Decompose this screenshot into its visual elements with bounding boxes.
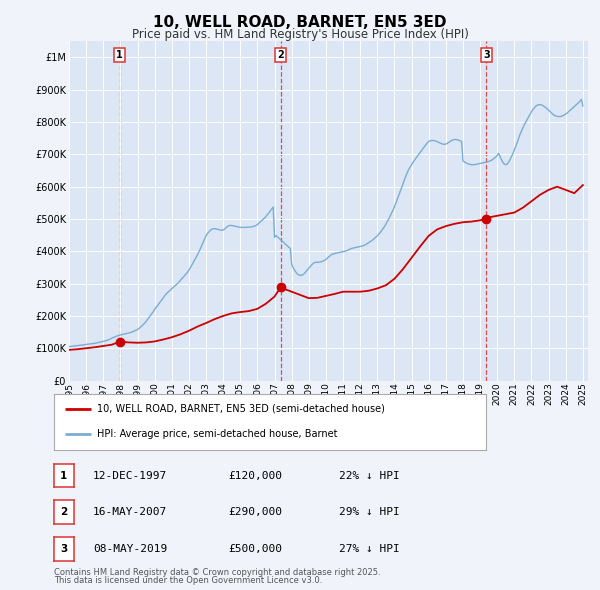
Text: 12-DEC-1997: 12-DEC-1997 xyxy=(93,471,167,480)
Text: 22% ↓ HPI: 22% ↓ HPI xyxy=(339,471,400,480)
Text: 08-MAY-2019: 08-MAY-2019 xyxy=(93,544,167,553)
Text: 16-MAY-2007: 16-MAY-2007 xyxy=(93,507,167,517)
Text: 1: 1 xyxy=(60,471,68,480)
Text: 3: 3 xyxy=(483,50,490,60)
Text: This data is licensed under the Open Government Licence v3.0.: This data is licensed under the Open Gov… xyxy=(54,576,322,585)
Text: Price paid vs. HM Land Registry's House Price Index (HPI): Price paid vs. HM Land Registry's House … xyxy=(131,28,469,41)
Text: £290,000: £290,000 xyxy=(228,507,282,517)
Text: 27% ↓ HPI: 27% ↓ HPI xyxy=(339,544,400,553)
Text: 1: 1 xyxy=(116,50,123,60)
Text: 3: 3 xyxy=(60,544,68,553)
Text: 10, WELL ROAD, BARNET, EN5 3ED: 10, WELL ROAD, BARNET, EN5 3ED xyxy=(153,15,447,30)
Text: £500,000: £500,000 xyxy=(228,544,282,553)
Text: £120,000: £120,000 xyxy=(228,471,282,480)
Text: 2: 2 xyxy=(278,50,284,60)
Text: HPI: Average price, semi-detached house, Barnet: HPI: Average price, semi-detached house,… xyxy=(97,430,338,440)
Text: 10, WELL ROAD, BARNET, EN5 3ED (semi-detached house): 10, WELL ROAD, BARNET, EN5 3ED (semi-det… xyxy=(97,404,385,414)
Text: 29% ↓ HPI: 29% ↓ HPI xyxy=(339,507,400,517)
Text: 2: 2 xyxy=(60,507,68,517)
Text: Contains HM Land Registry data © Crown copyright and database right 2025.: Contains HM Land Registry data © Crown c… xyxy=(54,568,380,577)
